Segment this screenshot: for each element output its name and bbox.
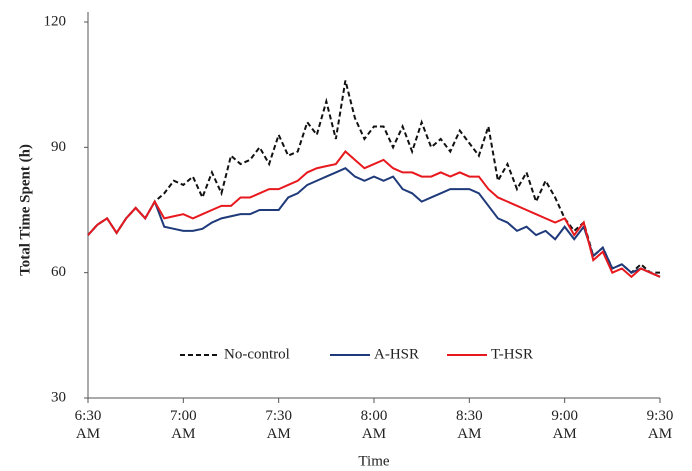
x-axis-label: Time (358, 453, 389, 469)
x-tick-label: 8:30 AM (455, 408, 483, 442)
y-tick-label: 90 (51, 139, 66, 155)
y-tick-label: 120 (44, 13, 67, 29)
x-tick-label: 6:30 AM (74, 408, 102, 442)
x-tick-label: 8:00 AM (360, 408, 388, 442)
y-tick-label: 60 (51, 264, 66, 280)
x-tick-label: 9:00 AM (551, 408, 578, 442)
y-axis-label: Total Time Spent (h) (17, 144, 33, 276)
legend-label: A-HSR (374, 346, 419, 362)
series-line (87, 150, 661, 279)
legend-label: No-control (224, 346, 290, 362)
x-tick-label: 9:30 AM (646, 408, 674, 442)
series-line (87, 80, 660, 275)
series-line (87, 167, 661, 278)
x-tick-label: 7:30 AM (265, 408, 292, 442)
y-tick-label: 30 (51, 389, 66, 405)
legend-label: T-HSR (491, 346, 533, 362)
x-tick-label: 7:00 AM (169, 408, 197, 442)
